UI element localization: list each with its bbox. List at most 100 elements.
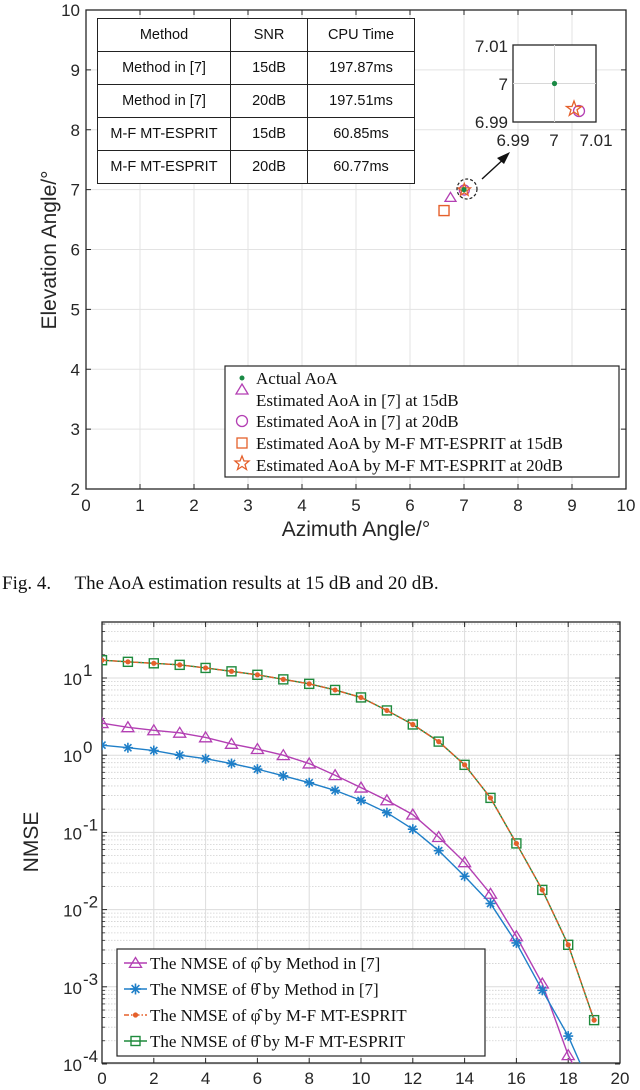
y-tick-exponent: -3 xyxy=(83,970,98,989)
table-row: M-F MT-ESPRIT 20dB 60.77ms xyxy=(97,150,415,184)
asterisk-marker-icon xyxy=(200,753,211,764)
x-tick-label: 2 xyxy=(149,1069,158,1088)
top-y-axis-label: Elevation Angle/° xyxy=(38,170,61,329)
series-line xyxy=(102,744,581,1063)
table-cell: Method in [7] xyxy=(97,51,231,85)
y-tick-exponent: -1 xyxy=(83,815,98,834)
square-marker-icon xyxy=(537,884,548,896)
triangle-marker-icon xyxy=(535,976,550,989)
square-marker-icon xyxy=(102,655,108,666)
table-cell: 15dB xyxy=(230,117,308,151)
cpu-time-table: Method SNR CPU Time Method in [7] 15dB 1… xyxy=(97,18,415,184)
y-tick-exponent: -2 xyxy=(83,893,98,912)
table-cell: 60.77ms xyxy=(307,150,415,184)
figure-caption: Fig. 4. The AoA estimation results at 15… xyxy=(2,573,439,594)
square-marker-icon xyxy=(355,692,367,703)
dot-marker-icon xyxy=(151,660,157,666)
triangle-marker-icon xyxy=(120,720,136,733)
square-marker-icon xyxy=(130,1035,141,1047)
triangle-marker-icon xyxy=(405,807,421,820)
triangle-marker-icon xyxy=(128,956,143,969)
dot-marker-icon xyxy=(280,676,286,682)
triangle-marker-icon xyxy=(560,1048,576,1061)
top-x-axis-label: Azimuth Angle/° xyxy=(282,518,430,541)
legend-label: Estimated AoA in [7] at 20dB xyxy=(256,412,459,431)
table-cell: M-F MT-ESPRIT xyxy=(97,150,231,184)
square-marker-icon xyxy=(433,736,444,747)
dot-marker-icon xyxy=(591,1017,597,1023)
y-tick-label: 6 xyxy=(71,241,80,260)
legend-label: Estimated AoA by M-F MT-ESPRIT at 20dB xyxy=(256,456,563,475)
asterisk-marker-icon xyxy=(174,750,185,761)
square-marker-icon xyxy=(511,838,522,849)
asterisk-marker-icon xyxy=(511,937,522,948)
table-cell: 20dB xyxy=(230,84,308,118)
y-tick-label: 7 xyxy=(71,181,80,200)
legend-circle-icon xyxy=(235,414,249,428)
legend-star-icon xyxy=(233,454,251,472)
table-row: M-F MT-ESPRIT 15dB 60.85ms xyxy=(97,117,415,151)
asterisk-marker-icon xyxy=(252,764,263,775)
dot-marker-icon xyxy=(436,739,442,745)
dot-marker-icon xyxy=(410,721,416,728)
inset-ytick: 7.01 xyxy=(475,37,508,56)
square-marker-icon xyxy=(459,759,470,771)
y-tick-label: 10 xyxy=(63,979,82,998)
table-header: CPU Time xyxy=(307,18,415,52)
inset-actual-dot xyxy=(551,80,558,87)
legend-triangle-icon xyxy=(234,382,250,395)
x-tick-label: 10 xyxy=(352,1069,371,1088)
dot-marker-icon xyxy=(306,681,312,687)
square-marker-icon xyxy=(122,656,134,668)
series-line xyxy=(102,659,595,1021)
dot-marker-icon xyxy=(228,668,235,674)
dot-marker-icon xyxy=(461,187,467,193)
triangle-marker-icon xyxy=(327,768,343,781)
table-cell: 197.87ms xyxy=(307,51,415,85)
asterisk-marker-icon xyxy=(226,758,237,769)
dot-marker-icon xyxy=(125,659,131,665)
triangle-marker-icon xyxy=(379,793,395,806)
square-marker-icon xyxy=(226,666,237,677)
dot-marker-icon xyxy=(203,665,209,671)
triangle-marker-icon xyxy=(276,748,291,761)
square-marker-icon xyxy=(148,658,160,669)
table-header-row: Method SNR CPU Time xyxy=(97,18,415,52)
aoa-scatter-chart: 0 1 2 3 4 5 6 7 8 9 10 2 3 4 5 6 7 8 9 10 7.01 7 6.99 6.99 … xyxy=(38,1,635,541)
square-marker-icon xyxy=(252,669,263,681)
asterisk-marker-icon xyxy=(563,1031,574,1042)
square-marker-icon xyxy=(485,792,496,804)
legend-label: The NMSE of φ̂ by Method in [7] xyxy=(150,954,380,973)
y-tick-label: 9 xyxy=(71,61,80,80)
y-tick-exponent: -4 xyxy=(83,1047,98,1066)
triangle-marker-icon xyxy=(509,929,524,942)
triangle-marker-icon xyxy=(172,726,187,738)
dot-marker-icon xyxy=(487,795,494,801)
table-row: Method in [7] 15dB 197.87ms xyxy=(97,51,415,85)
asterisk-marker-icon xyxy=(407,824,418,835)
dot-marker-icon xyxy=(539,887,545,893)
square-marker-icon xyxy=(304,678,315,690)
table-row: Method in [7] 20dB 197.51ms xyxy=(97,84,415,118)
asterisk-marker-icon xyxy=(122,742,133,753)
x-tick-label: 16 xyxy=(507,1069,526,1088)
y-tick-exponent: 0 xyxy=(83,738,92,757)
asterisk-marker-icon xyxy=(433,845,444,856)
bottom-grid xyxy=(101,622,621,1065)
square-marker-icon xyxy=(200,662,211,674)
table-cell: 60.85ms xyxy=(307,117,415,151)
y-tick-exponent: 1 xyxy=(83,661,92,680)
x-tick-label: 4 xyxy=(297,496,306,515)
asterisk-marker-icon xyxy=(148,745,159,756)
y-tick-label: 5 xyxy=(71,300,80,319)
asterisk-marker-icon xyxy=(356,795,366,806)
y-tick-label: 4 xyxy=(71,360,80,379)
x-tick-label: 8 xyxy=(513,496,522,515)
asterisk-marker-icon xyxy=(537,985,548,996)
dot-marker-icon xyxy=(254,672,260,678)
y-tick-label: 10 xyxy=(63,747,82,766)
x-tick-label: 0 xyxy=(97,1069,106,1088)
top-ticks: 0 1 2 3 4 5 6 7 8 9 10 2 3 4 5 6 7 8 9 10 xyxy=(61,1,635,515)
x-tick-label: 9 xyxy=(567,496,576,515)
inset-xtick: 7 xyxy=(549,131,558,150)
